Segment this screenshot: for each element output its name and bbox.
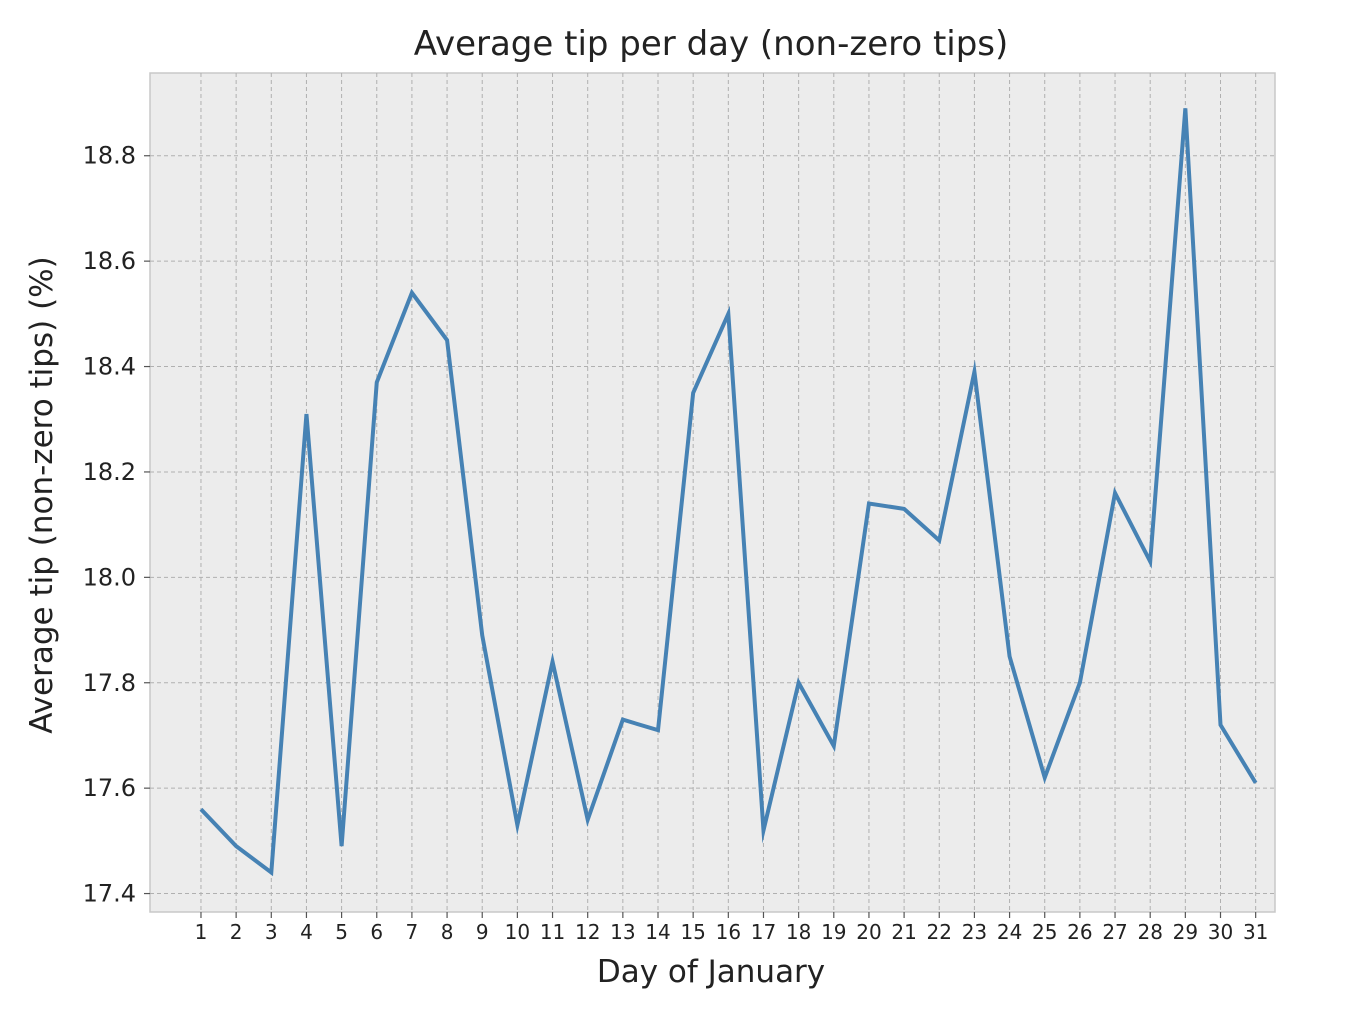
x-tick-label: 14 xyxy=(645,920,670,944)
x-ticks: 1 2 3 4 5 6 7 8 9 10 11 12 13 14 15 16 17 18 19 20 21 22 23 24 2… xyxy=(195,912,1268,944)
plot-area xyxy=(149,72,1276,913)
x-tick-label: 18 xyxy=(786,920,811,944)
y-tick-label: 17.4 xyxy=(83,880,136,908)
x-tick-label: 15 xyxy=(680,920,705,944)
x-tick-label: 5 xyxy=(335,920,348,944)
x-tick-label: 21 xyxy=(891,920,916,944)
x-tick-label: 9 xyxy=(476,920,489,944)
x-tick-label: 29 xyxy=(1173,920,1198,944)
x-tick-label: 16 xyxy=(716,920,741,944)
x-tick-label: 11 xyxy=(540,920,565,944)
y-tick-label: 18.0 xyxy=(83,563,136,591)
x-tick-label: 28 xyxy=(1137,920,1162,944)
series-line xyxy=(199,108,1258,877)
x-tick-label: 23 xyxy=(962,920,987,944)
x-tick-label: 27 xyxy=(1102,920,1127,944)
x-tick-label: 3 xyxy=(265,920,278,944)
x-tick-label: 20 xyxy=(856,920,881,944)
y-tick-label: 17.6 xyxy=(83,774,136,802)
x-axis-label: Day of January xyxy=(597,954,825,990)
x-tick-label: 12 xyxy=(575,920,600,944)
x-tick-label: 4 xyxy=(300,920,313,944)
y-tick-label: 18.4 xyxy=(83,353,136,381)
x-tick-label: 17 xyxy=(751,920,776,944)
x-tick-label: 24 xyxy=(997,920,1022,944)
x-tick-label: 1 xyxy=(195,920,208,944)
x-tick-label: 6 xyxy=(370,920,383,944)
x-tick-label: 26 xyxy=(1067,920,1092,944)
x-tick-label: 31 xyxy=(1243,920,1268,944)
x-tick-label: 25 xyxy=(1032,920,1057,944)
y-tick-label: 18.6 xyxy=(83,247,136,275)
x-tick-label: 22 xyxy=(927,920,952,944)
x-tick-label: 2 xyxy=(230,920,243,944)
x-tick-label: 13 xyxy=(610,920,635,944)
y-ticks: 17.4 17.6 17.8 18.0 18.2 18.4 18.6 18.8 xyxy=(83,142,150,908)
grid-lines xyxy=(150,73,1275,912)
y-tick-label: 17.8 xyxy=(83,669,136,697)
series xyxy=(199,108,1258,877)
y-tick-label: 18.8 xyxy=(83,142,136,170)
x-tick-label: 10 xyxy=(505,920,530,944)
x-tick-label: 7 xyxy=(406,920,419,944)
x-tick-label: 8 xyxy=(441,920,454,944)
chart-title: Average tip per day (non-zero tips) xyxy=(414,24,1009,64)
y-axis-label: Average tip (non-zero tips) (%) xyxy=(24,256,60,733)
x-tick-label: 30 xyxy=(1208,920,1233,944)
x-tick-label: 19 xyxy=(821,920,846,944)
y-tick-label: 18.2 xyxy=(83,458,136,486)
